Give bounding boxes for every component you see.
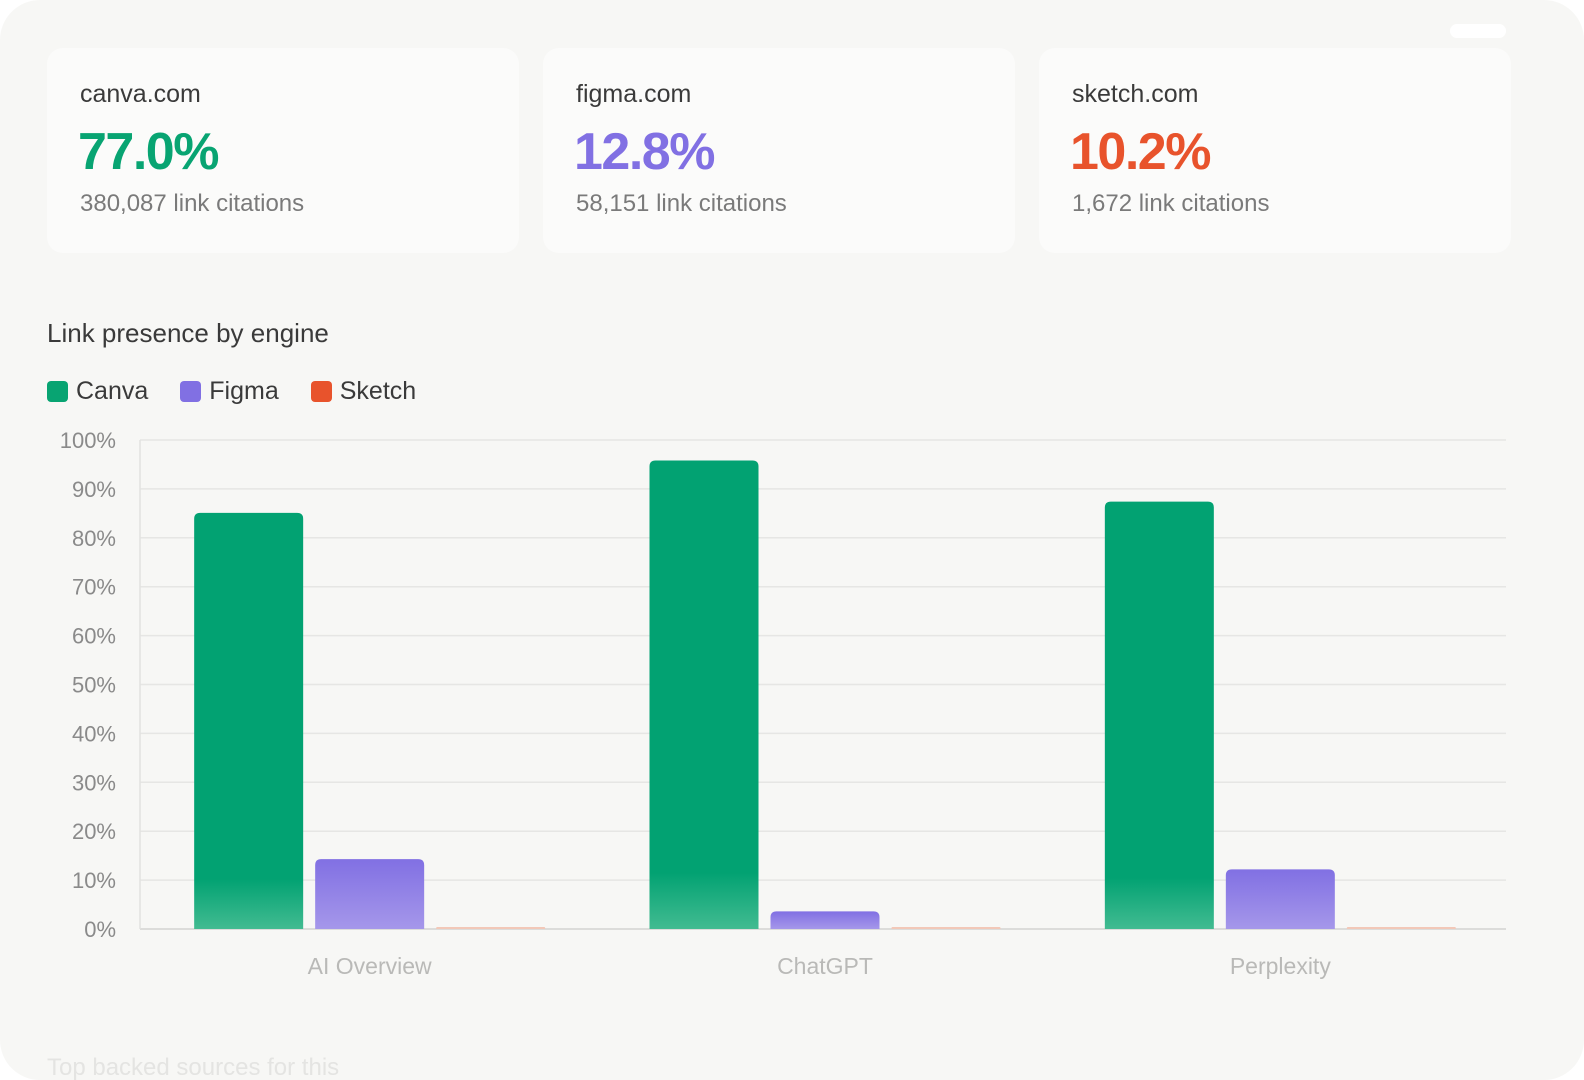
y-tick-label: 10% (72, 868, 116, 893)
card-domain: canva.com (80, 80, 201, 108)
legend-item-figma[interactable]: Figma (180, 377, 279, 406)
card-domain: figma.com (576, 80, 692, 108)
y-tick-label: 90% (72, 477, 116, 502)
card-citations: 380,087 link citations (80, 190, 305, 217)
y-tick-label: 70% (72, 575, 116, 600)
card-citations: 1,672 link citations (1072, 190, 1270, 217)
bar-figma-ai-overview[interactable] (315, 859, 425, 929)
bar-canva-perplexity[interactable] (1104, 501, 1214, 929)
y-tick-label: 40% (72, 721, 116, 746)
bar-figma-perplexity[interactable] (1225, 869, 1335, 929)
legend-label: Figma (209, 377, 279, 405)
y-tick-label: 0% (84, 917, 116, 942)
y-tick-label: 20% (72, 819, 116, 844)
chart-title: Link presence by engine (47, 318, 329, 348)
card-percent: 12.8% (574, 123, 715, 181)
legend-swatch (180, 381, 202, 402)
legend-swatch (47, 381, 68, 402)
x-category-label: ChatGPT (777, 953, 873, 979)
legend-label: Sketch (339, 377, 417, 405)
bar-canva-ai-overview[interactable] (194, 512, 304, 929)
y-tick-label: 30% (72, 770, 116, 795)
card-domain: sketch.com (1072, 80, 1199, 108)
card-canva[interactable]: canva.com 77.0% 380,087 link citations (47, 48, 519, 253)
chart-legend: Canva Figma Sketch (47, 377, 448, 406)
card-figma[interactable]: figma.com 12.8% 58,151 link citations (543, 48, 1015, 253)
bar-figma-chatgpt[interactable] (770, 911, 880, 929)
card-percent: 10.2% (1070, 123, 1211, 181)
card-citations: 58,151 link citations (576, 190, 787, 217)
y-tick-label: 60% (72, 624, 116, 649)
bar-sketch-chatgpt[interactable] (891, 927, 1001, 929)
bar-sketch-perplexity[interactable] (1346, 927, 1456, 929)
legend-label: Canva (76, 377, 149, 405)
y-tick-label: 100% (60, 428, 116, 453)
y-tick-label: 80% (72, 526, 116, 551)
next-section-heading: Top backed sources for this (47, 1054, 340, 1080)
x-category-label: AI Overview (308, 953, 432, 979)
card-sketch[interactable]: sketch.com 10.2% 1,672 link citations (1039, 48, 1511, 253)
y-tick-label: 50% (72, 673, 116, 698)
bar-canva-chatgpt[interactable] (649, 460, 759, 929)
bar-sketch-ai-overview[interactable] (436, 927, 546, 929)
card-percent: 77.0% (78, 123, 219, 181)
legend-swatch (310, 381, 332, 402)
legend-item-canva[interactable]: Canva (47, 377, 148, 406)
legend-item-sketch[interactable]: Sketch (310, 377, 417, 406)
x-category-label: Perplexity (1230, 953, 1331, 979)
scroll-handle[interactable] (1450, 24, 1506, 38)
